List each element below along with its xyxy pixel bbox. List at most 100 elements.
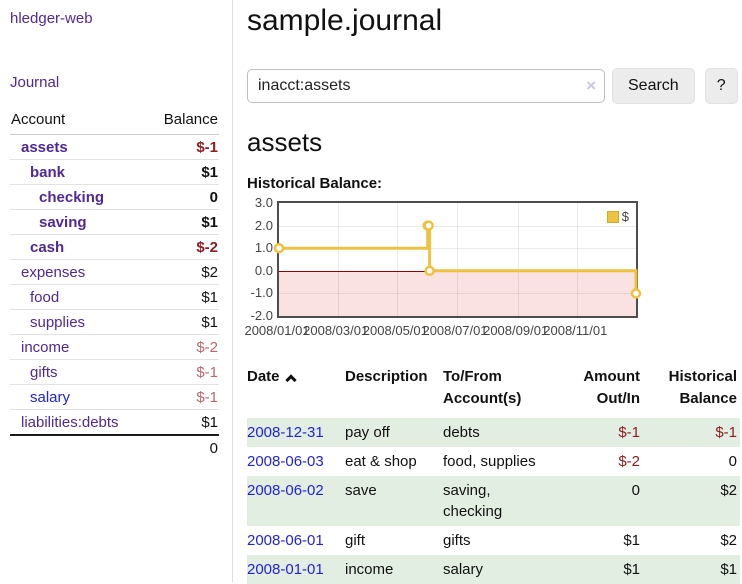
balance-column-header: Balance (163, 111, 218, 128)
search-help-button[interactable]: ? (704, 68, 738, 104)
search-button[interactable]: Search (612, 68, 695, 104)
account-balance: $1 (201, 163, 218, 181)
account-row-liabilities-debts: liabilities:debts $1 (10, 410, 219, 435)
account-heading: assets (247, 127, 323, 157)
x-axis-tick-label: 2008/11/01 (543, 323, 608, 338)
transaction-amount: 0 (553, 475, 643, 526)
account-link[interactable]: saving (39, 213, 87, 231)
transaction-balance: $2 (720, 531, 737, 549)
register-table: Date Description To/From Account(s) Amoun… (247, 363, 740, 584)
transaction-balance: 0 (728, 452, 737, 470)
transaction-amount: $1 (553, 554, 643, 584)
transaction-accounts: food, supplies (443, 452, 536, 470)
account-row-assets: assets $-1 (10, 135, 219, 160)
chart-plot-area[interactable]: $ (273, 201, 642, 318)
transaction-date-link[interactable]: 2008-01-01 (247, 560, 324, 578)
x-axis-tick-label: 2008/05/01 (362, 323, 428, 338)
register-row: 2008-06-01 gift gifts $1 $2 (247, 526, 740, 555)
register-row: 2008-12-31 pay off debts $-1 $-1 (247, 417, 740, 447)
account-link[interactable]: supplies (30, 313, 86, 331)
app-brand-link[interactable]: hledger-web (10, 10, 93, 27)
transaction-accounts: saving, checking (443, 475, 553, 526)
accounts-balance-table: Account Balance assets $-1 bank $1 check… (10, 107, 219, 461)
balance-series-line (273, 220, 642, 299)
account-link[interactable]: assets (21, 138, 68, 156)
account-balance: $1 (201, 313, 218, 331)
account-link[interactable]: expenses (21, 263, 86, 281)
gridline (279, 226, 636, 227)
transaction-amount: $1 (623, 531, 640, 549)
data-point-marker (424, 265, 435, 277)
transaction-accounts: debts (443, 417, 553, 447)
account-balance: 0 (209, 188, 218, 206)
transaction-description: eat & shop (345, 452, 417, 470)
transaction-accounts: gifts (443, 531, 471, 549)
sidebar-item-journal[interactable]: Journal (10, 74, 60, 91)
x-axis-tick-label: 2008/01/01 (244, 323, 310, 338)
main-content: sample.journal × Search ? assets Histori… (244, 0, 742, 584)
description-column-header: Description (345, 368, 428, 385)
account-balance: $2 (201, 263, 218, 281)
transaction-accounts: salary (443, 554, 553, 584)
y-axis-tick-label: 1.0 (254, 240, 273, 256)
account-balance: $1 (201, 288, 218, 306)
legend-series-label: $ (621, 209, 629, 224)
account-link[interactable]: checking (39, 188, 105, 206)
transaction-date-link[interactable]: 2008-06-01 (247, 531, 324, 549)
gridline (457, 203, 458, 316)
chart-title: Historical Balance: (247, 175, 383, 192)
gridline (397, 203, 398, 316)
search-input[interactable] (247, 69, 605, 103)
account-balance: $-2 (196, 338, 218, 356)
transaction-date-link[interactable]: 2008-06-03 (247, 452, 324, 470)
account-link[interactable]: liabilities:debts (21, 413, 119, 431)
gridline (577, 203, 578, 316)
amount-column-header: Amount Out/In (583, 368, 640, 407)
transaction-description: income (345, 554, 443, 584)
gridline (279, 293, 636, 294)
x-axis-tick-label: 2008/07/01 (422, 323, 488, 338)
account-link[interactable]: income (21, 338, 70, 356)
y-axis-tick-label: -1.0 (250, 285, 273, 301)
y-axis-tick-label: 3.0 (254, 195, 273, 210)
y-axis-tick-label: 2.0 (254, 217, 273, 233)
legend-swatch-icon (606, 210, 619, 223)
sidebar: hledger-web Journal Account Balance asse… (0, 0, 233, 582)
account-link[interactable]: cash (30, 238, 65, 256)
transaction-date-link[interactable]: 2008-12-31 (247, 423, 324, 441)
transaction-amount: $-1 (553, 417, 643, 447)
account-row-supplies: supplies $1 (10, 310, 219, 335)
date-column-header[interactable]: Date (247, 363, 345, 418)
x-axis-tick-label: 2008/09/01 (483, 323, 549, 338)
account-balance: $-1 (196, 363, 218, 381)
register-row: 2008-01-01 income salary $1 $1 (247, 554, 740, 584)
accounts-total-row: 0 (10, 434, 219, 461)
transaction-balance: $-1 (643, 417, 740, 447)
account-row-expenses: expenses $2 (10, 260, 219, 285)
clear-search-icon[interactable]: × (586, 76, 596, 95)
account-row-income: income $-2 (10, 335, 219, 360)
account-row-salary: salary $-1 (10, 385, 219, 410)
account-balance: $1 (201, 213, 218, 231)
account-row-gifts: gifts $-1 (10, 360, 219, 385)
gridline (518, 203, 519, 316)
negative-value-region (279, 270, 636, 316)
accounts-table-header: Account Balance (10, 107, 219, 135)
transaction-amount: $-2 (618, 452, 640, 470)
account-balance: $1 (201, 413, 218, 431)
account-link[interactable]: food (30, 288, 60, 306)
x-axis-tick-label: 2008/03/01 (303, 323, 369, 338)
account-link[interactable]: bank (30, 163, 66, 181)
transaction-date-link[interactable]: 2008-06-02 (247, 481, 324, 499)
account-balance: $-1 (196, 138, 218, 156)
transaction-description: pay off (345, 417, 443, 447)
data-point-marker (423, 220, 434, 231)
account-column-header: Account (11, 111, 66, 128)
account-link[interactable]: salary (30, 388, 71, 406)
search-input-wrapper: × (247, 69, 605, 103)
account-row-checking: checking 0 (10, 185, 219, 210)
account-link[interactable]: gifts (30, 363, 58, 381)
transaction-description: gift (345, 531, 366, 549)
transaction-description: save (345, 475, 443, 526)
page-title: sample.journal (247, 4, 443, 37)
